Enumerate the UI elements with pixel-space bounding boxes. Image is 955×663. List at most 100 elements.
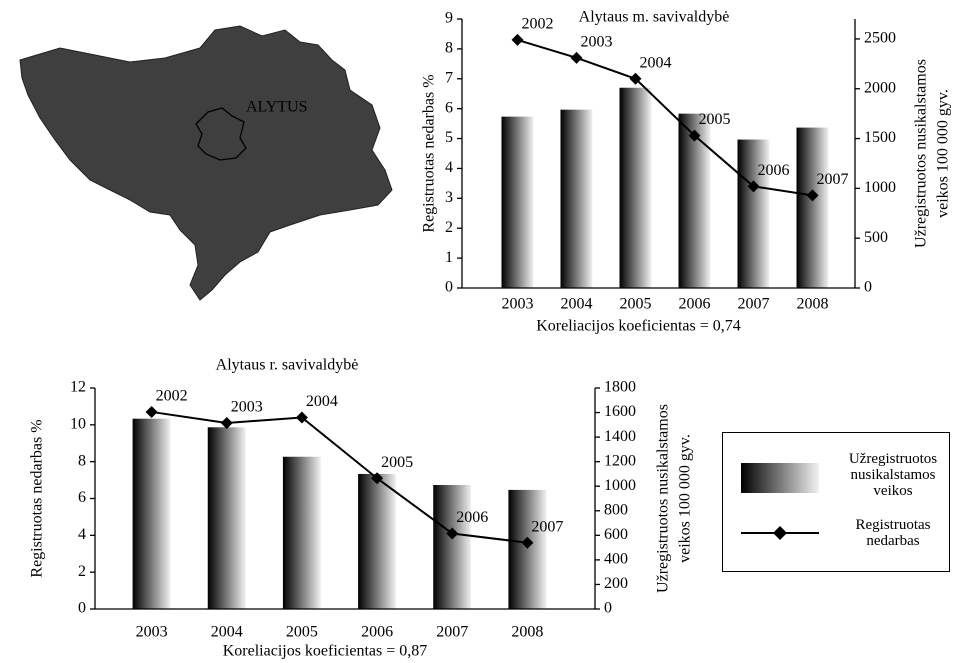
x-tick-label: 2005 [286,624,318,641]
marker [747,180,760,193]
y2-tick-label: 1800 [604,379,636,396]
bar [207,427,246,609]
y2-tick-label: 200 [604,575,628,592]
y-axis-title: Registruotas nedarbas % [29,419,46,577]
marker [220,416,233,429]
x-tick-label: 2003 [502,296,534,313]
marker [295,411,308,424]
y2-tick-label: 800 [604,501,628,518]
point-label: 2002 [522,16,554,33]
map-label: ALYTUS [246,99,308,116]
y-tick-label: 4 [78,526,86,543]
bar [737,139,770,288]
map: ALYTUS [19,25,393,301]
legend-marks [741,463,819,540]
y2-tick-label: 2500 [864,30,896,47]
y-tick-label: 5 [445,129,453,146]
point-label: 2003 [231,399,263,416]
y-tick-label: 3 [445,189,453,206]
marker [145,405,158,418]
marker [688,129,701,142]
y2-tick-label: 600 [604,526,628,543]
point-label: 2007 [531,518,563,535]
point-label: 2006 [456,509,488,526]
y-tick-label: 0 [445,279,453,296]
bar [501,116,534,288]
y-tick-label: 2 [445,219,453,236]
legend: Užregistruotos nusikalstamos veikos Regi… [722,432,950,572]
x-tick-label: 2008 [511,624,543,641]
x-axis-title: Koreliacijos koeficientas = 0,87 [223,643,428,660]
legend-label: Užregistruotos nusikalstamos veikos [848,451,938,499]
x-tick-label: 2008 [797,296,829,313]
point-label: 2003 [581,34,613,51]
x-axis-title: Koreliacijos koeficientas = 0,74 [536,318,741,335]
point-label: 2005 [381,454,413,471]
y2-tick-label: 400 [604,551,628,568]
y-tick-label: 7 [445,69,453,86]
y-tick-label: 1 [445,249,453,266]
city-outline [195,107,247,161]
point-label: 2007 [817,171,849,188]
y-tick-label: 2 [78,563,86,580]
marker [629,72,642,85]
y2-tick-label: 0 [864,279,872,296]
legend-marker [773,526,787,540]
x-tick-label: 2006 [361,624,393,641]
y2-axis-title: veikos 100 000 gyv. [935,89,952,218]
y-tick-label: 6 [445,99,453,116]
y2-tick-label: 1200 [604,452,636,469]
bar [560,109,593,288]
y2-tick-label: 500 [864,229,888,246]
x-tick-label: 2004 [211,624,243,641]
y-tick-label: 8 [78,452,86,469]
point-label: 2005 [699,111,731,128]
point-label: 2002 [156,388,188,405]
y-axis-title: Registruotas nedarbas % [421,74,438,232]
legend-label: Registruotas nedarbas [855,517,931,549]
y2-tick-label: 1600 [604,403,636,420]
y2-tick-label: 2000 [864,79,896,96]
legend-bar-swatch [741,463,819,493]
bar [796,127,829,288]
y-tick-label: 6 [78,489,86,506]
y2-tick-label: 1000 [864,179,896,196]
marker [521,536,534,549]
line [151,410,528,544]
x-tick-label: 2007 [436,624,468,641]
y2-axis-title: Užregistruotos nusikalstamos [913,59,930,248]
y-tick-label: 10 [70,416,86,433]
marker [806,189,819,202]
chart-title: Alytaus r. savivaldybė [216,357,359,374]
y-tick-label: 8 [445,40,453,57]
line [517,38,813,197]
y-tick-label: 12 [70,379,86,396]
point-label: 2006 [758,162,790,179]
x-tick-label: 2007 [738,296,770,313]
x-tick-label: 2004 [561,296,593,313]
y2-tick-label: 1500 [864,129,896,146]
marker [511,33,524,46]
x-tick-label: 2005 [620,296,652,313]
y-tick-label: 4 [445,159,453,176]
marker [446,527,459,540]
x-tick-label: 2003 [136,624,168,641]
bar [282,456,321,609]
y-tick-label: 0 [78,600,86,617]
region-shape [19,25,393,301]
x-tick-label: 2006 [679,296,711,313]
y-tick-label: 9 [445,10,453,27]
point-label: 2004 [640,54,672,71]
y2-tick-label: 1400 [604,428,636,445]
y2-tick-label: 0 [604,600,612,617]
bar [678,113,711,288]
point-label: 2004 [306,393,338,410]
marker [570,51,583,64]
bar [508,489,547,609]
bar [132,418,171,609]
y2-axis-title: Užregistruotos nusikalstamos [655,404,672,593]
bar [358,473,397,609]
bar [619,87,652,288]
